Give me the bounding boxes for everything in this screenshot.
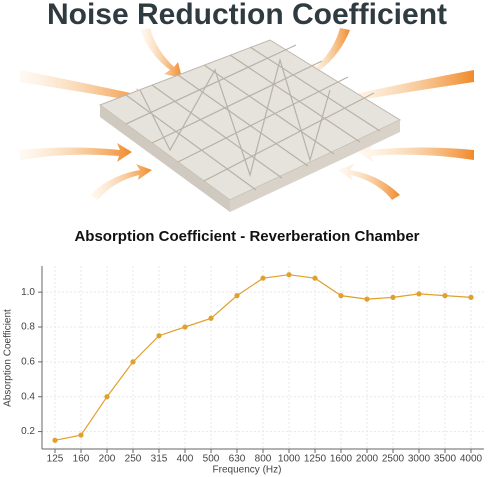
x-tick-label: 1600 (330, 454, 353, 465)
marker (390, 294, 396, 300)
x-tick-label: 160 (73, 454, 90, 465)
y-tick-label: 0.4 (21, 391, 35, 402)
y-tick-label: 0.6 (21, 356, 35, 367)
panel-edge (230, 120, 400, 212)
x-tick-label: 1000 (278, 454, 301, 465)
marker (364, 296, 370, 302)
x-tick-label: 3000 (408, 454, 431, 465)
marker (156, 333, 162, 339)
marker (416, 291, 422, 297)
panel-grid (125, 44, 381, 191)
marker (208, 315, 214, 321)
arrow (340, 70, 474, 108)
marker (442, 293, 448, 299)
marker (260, 275, 266, 281)
x-tick-label: 200 (99, 454, 116, 465)
marker (182, 324, 188, 330)
arrow (140, 28, 182, 78)
y-tick-label: 1.0 (21, 287, 35, 298)
marker (338, 293, 344, 299)
arrow (358, 143, 474, 162)
page-title: Noise Reduction Coefficient (47, 0, 447, 31)
arrow (308, 28, 350, 78)
x-tick-label: 315 (151, 454, 168, 465)
arrow (20, 143, 132, 162)
x-tick-label: 800 (255, 454, 272, 465)
arrow (90, 164, 152, 200)
x-axis-label: Frequency (Hz) (213, 465, 282, 476)
plot: 0.2 0.4 0.6 0.8 1.0 125 160 200 250 315 400 500 630 8… (21, 266, 484, 465)
x-tick-label: 250 (125, 454, 142, 465)
x-tick-label: 630 (229, 454, 246, 465)
y-tick-label: 0.2 (21, 426, 35, 437)
x-tick-label: 2500 (382, 454, 405, 465)
marker (468, 294, 474, 300)
x-tick-label: 2000 (356, 454, 379, 465)
x-tick-label: 125 (47, 454, 64, 465)
x-tick-label: 500 (203, 454, 220, 465)
chart-title: Absorption Coefficient - Reverberation C… (74, 228, 419, 245)
marker (312, 275, 318, 281)
x-tick-label: 1250 (304, 454, 327, 465)
marker (130, 359, 136, 365)
x-tick-label: 3500 (434, 454, 457, 465)
marker (286, 272, 292, 278)
marker (52, 437, 58, 443)
y-axis-label: Absorption Coefficient (3, 309, 14, 407)
x-tick-label: 400 (177, 454, 194, 465)
panel-edge (100, 105, 230, 212)
arrow (338, 164, 400, 200)
x-tick-label: 4000 (460, 454, 483, 465)
marker (104, 394, 110, 400)
arrow (20, 70, 150, 108)
illustration (20, 28, 474, 212)
y-tick-label: 0.8 (21, 322, 35, 333)
marker (234, 293, 240, 299)
marker (78, 432, 84, 438)
